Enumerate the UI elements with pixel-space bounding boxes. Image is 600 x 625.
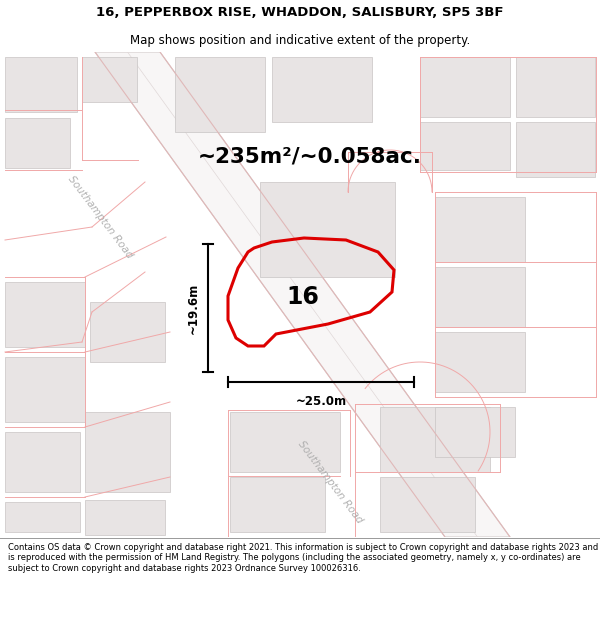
Bar [272, 57, 372, 122]
Bar [516, 57, 595, 117]
Text: Southampton Road: Southampton Road [66, 174, 134, 260]
Bar [5, 118, 70, 168]
Bar [420, 122, 510, 170]
Bar [82, 57, 137, 102]
Bar [5, 357, 85, 422]
Bar [435, 332, 525, 392]
Bar [5, 502, 80, 532]
Bar [230, 477, 325, 532]
Bar [516, 122, 595, 177]
Bar [420, 57, 510, 117]
Text: 16: 16 [286, 285, 319, 309]
Bar [5, 282, 85, 347]
Bar [435, 197, 525, 262]
Bar [5, 57, 77, 112]
Bar [85, 500, 165, 535]
Text: Contains OS data © Crown copyright and database right 2021. This information is : Contains OS data © Crown copyright and d… [8, 543, 598, 572]
Bar [260, 182, 395, 277]
Text: Map shows position and indicative extent of the property.: Map shows position and indicative extent… [130, 34, 470, 47]
Bar [230, 412, 340, 472]
Bar [85, 412, 170, 492]
Bar [380, 477, 475, 532]
Bar [90, 302, 165, 362]
Bar [5, 432, 80, 492]
Text: ~25.0m: ~25.0m [295, 395, 347, 408]
Polygon shape [95, 52, 510, 537]
Text: 16, PEPPERBOX RISE, WHADDON, SALISBURY, SP5 3BF: 16, PEPPERBOX RISE, WHADDON, SALISBURY, … [96, 6, 504, 19]
Bar [175, 57, 265, 132]
Bar [435, 407, 515, 457]
Text: Southampton Road: Southampton Road [296, 439, 364, 525]
Text: ~235m²/~0.058ac.: ~235m²/~0.058ac. [198, 147, 422, 167]
Bar [435, 267, 525, 327]
Bar [380, 407, 490, 472]
Text: ~19.6m: ~19.6m [187, 282, 200, 334]
